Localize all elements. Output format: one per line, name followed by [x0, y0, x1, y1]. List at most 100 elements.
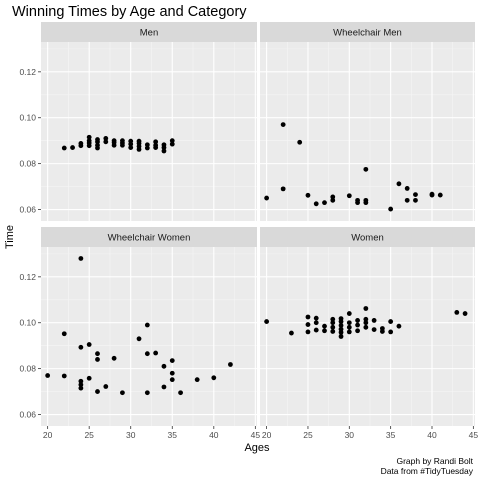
data-point: [346, 193, 352, 199]
data-point: [305, 192, 311, 198]
data-point: [363, 197, 369, 203]
x-axis-label: Ages: [244, 442, 270, 454]
data-point: [95, 357, 100, 362]
data-point: [404, 197, 410, 203]
data-point: [330, 324, 336, 330]
data-point: [404, 186, 410, 191]
data-point: [169, 358, 175, 363]
data-point: [388, 329, 394, 335]
data-point: [388, 206, 394, 212]
data-point: [61, 145, 67, 151]
facet-panels: Men Wheelchair Men Wheelchair Women Women: [41, 22, 475, 426]
x-tick-label: 45: [469, 430, 479, 440]
data-point: [346, 320, 352, 326]
data-point: [313, 315, 319, 321]
panel-men: Men: [41, 22, 257, 221]
panel-wheelchair-women: Wheelchair Women: [41, 227, 257, 426]
data-point: [396, 323, 402, 329]
data-point: [346, 311, 352, 316]
panel-background: [41, 42, 257, 221]
data-point: [338, 323, 344, 328]
x-axis-left: 20 25 30 35 40 45: [43, 426, 260, 440]
strip-wheelchair-men: [260, 22, 475, 42]
x-tick-label: 35: [386, 430, 396, 440]
data-point: [305, 329, 311, 335]
data-point: [136, 138, 142, 144]
data-point: [169, 370, 175, 376]
data-point: [161, 148, 167, 154]
data-point: [338, 316, 344, 321]
chart-title: Winning Times by Age and Category: [12, 4, 247, 20]
panel-background: [41, 247, 257, 426]
y-axis-top: 0.06 0.08 0.10 0.12: [19, 67, 41, 215]
data-point: [78, 256, 84, 261]
data-point: [413, 192, 418, 198]
data-point: [330, 320, 336, 326]
x-tick-label: 40: [209, 430, 219, 440]
panel-background: [260, 247, 475, 426]
data-point: [95, 142, 100, 148]
data-point: [330, 197, 336, 203]
data-point: [305, 322, 311, 327]
data-point: [371, 327, 377, 333]
panel-background: [260, 42, 475, 221]
data-point: [280, 122, 286, 128]
data-point: [371, 318, 377, 323]
data-point: [61, 373, 67, 379]
data-point: [330, 329, 336, 334]
data-point: [330, 194, 336, 200]
data-point: [86, 375, 92, 381]
data-point: [322, 200, 327, 206]
data-point: [95, 137, 100, 142]
data-point: [111, 138, 117, 144]
data-point: [86, 342, 92, 347]
data-point: [322, 323, 327, 329]
data-point: [136, 336, 142, 342]
data-point: [363, 166, 369, 172]
data-point: [429, 191, 435, 197]
data-point: [161, 384, 167, 390]
data-point: [338, 326, 344, 332]
data-point: [462, 311, 468, 316]
data-point: [322, 328, 327, 334]
y-axis-label: Time: [4, 225, 16, 249]
data-point: [228, 362, 233, 367]
data-point: [78, 141, 84, 146]
strip-men: [41, 22, 257, 42]
panel-wheelchair-men: Wheelchair Men: [260, 22, 475, 221]
data-point: [388, 319, 394, 324]
data-point: [363, 324, 369, 330]
x-tick-label: 20: [43, 430, 53, 440]
data-point: [128, 145, 134, 150]
data-point: [161, 363, 167, 369]
x-tick-label: 30: [345, 430, 355, 440]
data-point: [297, 139, 303, 145]
data-point: [144, 351, 150, 357]
strip-label-wheelchair-women: Wheelchair Women: [108, 232, 191, 243]
data-point: [103, 384, 109, 389]
data-point: [211, 375, 217, 381]
y-tick-label: 0.08: [19, 159, 36, 169]
caption-line-2: Data from #TidyTuesday: [381, 466, 474, 476]
data-point: [396, 181, 402, 187]
data-point: [363, 316, 369, 322]
data-point: [355, 197, 360, 203]
y-axis-bottom: 0.06 0.08 0.10 0.12: [19, 272, 41, 420]
data-point: [338, 334, 344, 339]
data-point: [194, 377, 200, 383]
x-tick-label: 25: [303, 430, 313, 440]
y-tick-label: 0.10: [19, 113, 36, 123]
y-tick-label: 0.06: [19, 410, 36, 420]
data-point: [86, 138, 92, 144]
data-point: [144, 322, 150, 328]
data-point: [178, 390, 183, 396]
x-tick-label: 35: [168, 430, 178, 440]
x-tick-label: 20: [262, 430, 272, 440]
data-point: [346, 324, 352, 330]
data-point: [103, 135, 109, 141]
data-point: [313, 201, 319, 207]
data-point: [264, 195, 270, 201]
data-point: [363, 306, 369, 311]
data-point: [280, 186, 286, 192]
